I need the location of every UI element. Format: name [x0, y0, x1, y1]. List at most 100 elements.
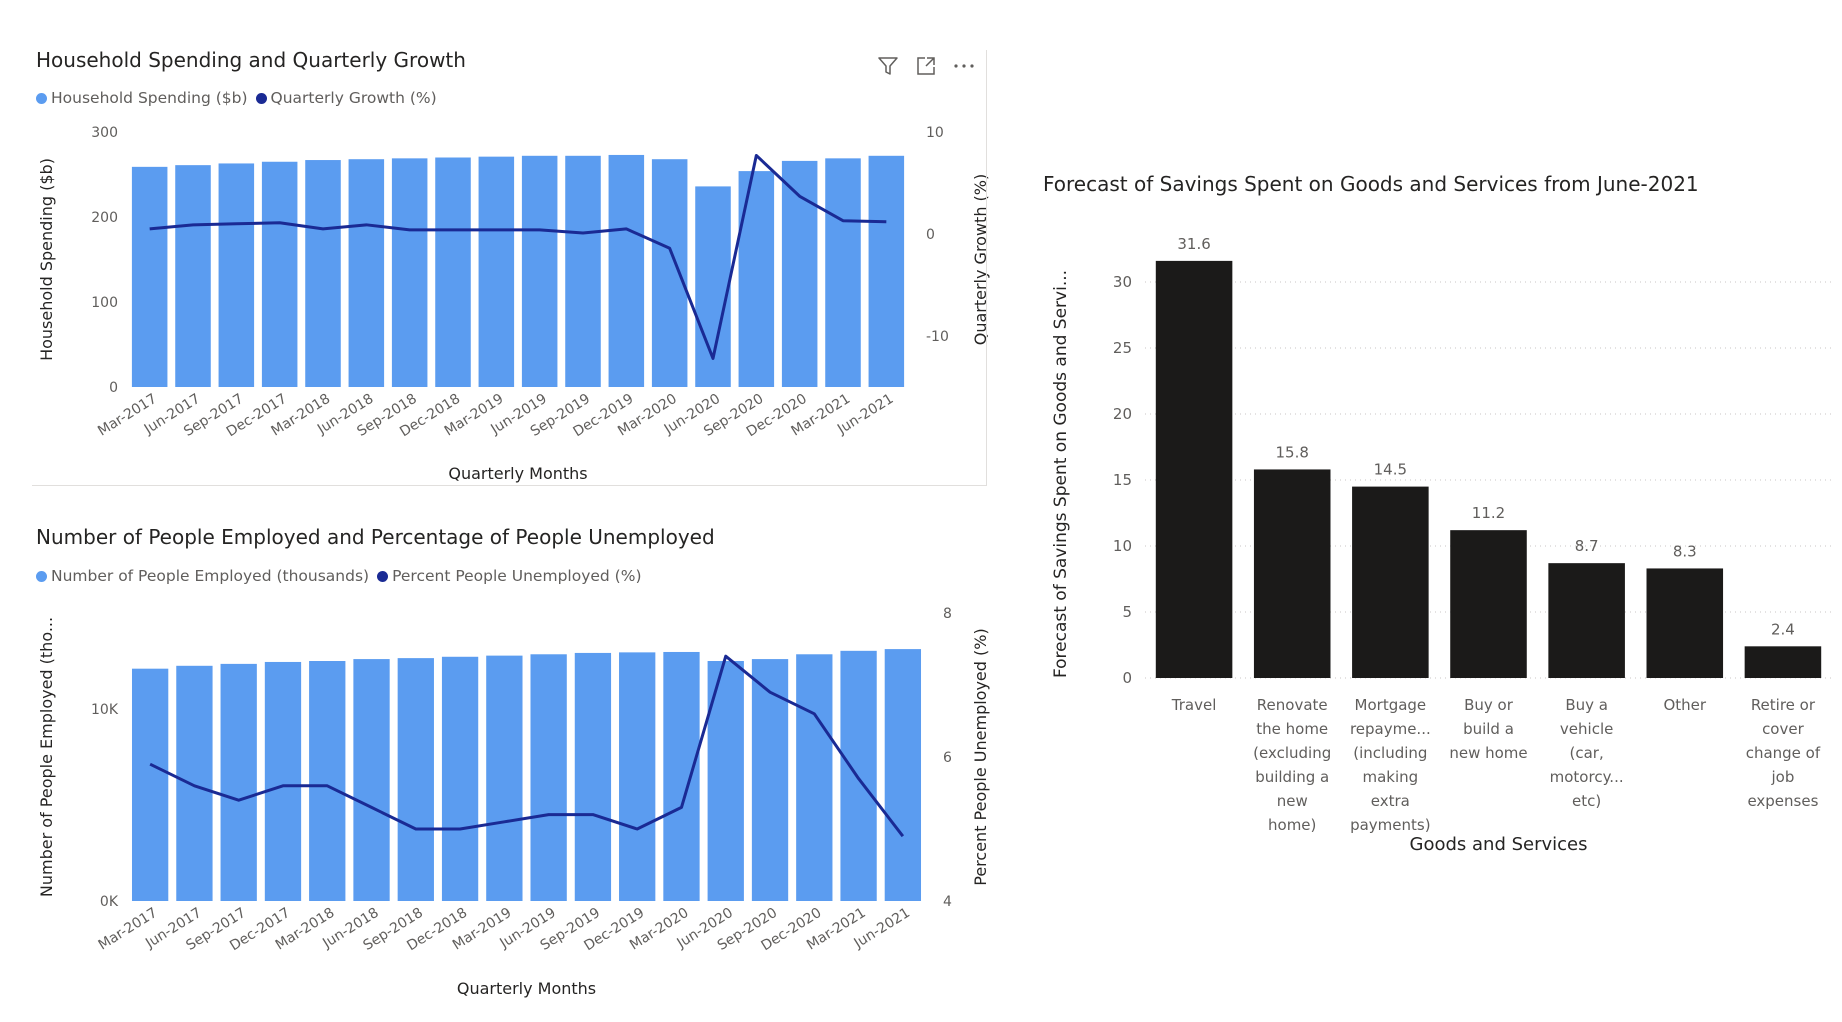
x-tick-label-line: payments)	[1350, 816, 1431, 834]
y-tick-label: 100	[91, 295, 118, 311]
y-tick-label: 15	[1113, 471, 1132, 489]
bar	[478, 156, 515, 387]
data-label: 31.6	[1177, 235, 1210, 253]
x-tick-label-line: Buy or	[1464, 696, 1514, 714]
bar	[619, 652, 656, 901]
chart-legend: Household Spending ($b) Quarterly Growth…	[36, 89, 445, 107]
x-tick-label-line: etc)	[1572, 792, 1601, 810]
x-axis-title: Quarterly Months	[448, 464, 587, 483]
y-tick-label: 25	[1113, 339, 1132, 357]
bar	[663, 651, 700, 901]
bar-chart-savings: 0 5 10 15 20 25 30 31.6 Travel 15.8 Renovate the ho…	[1051, 235, 1832, 855]
chart-title: Number of People Employed and Percentage…	[36, 525, 715, 549]
series-line	[149, 153, 887, 360]
x-axis-title: Goods and Services	[1410, 834, 1588, 855]
legend-label: Percent People Unemployed (%)	[392, 567, 642, 585]
legend-marker	[377, 570, 389, 582]
y-axis-title: Number of People Employed (tho...	[37, 617, 56, 897]
x-tick-label-line: Buy a	[1565, 696, 1608, 714]
x-tick-label: Buy a vehicle (car, motorcy... etc)	[1550, 696, 1624, 810]
bar	[825, 158, 861, 387]
y-tick-label: 0	[1122, 669, 1132, 687]
x-tick-label-line: job	[1770, 768, 1794, 786]
more-options-icon[interactable]	[953, 55, 974, 75]
y-tick-label: 200	[91, 210, 118, 226]
x-tick-label-line: build a	[1463, 720, 1514, 738]
bar	[176, 665, 213, 901]
bar	[1352, 486, 1429, 678]
bar	[1253, 469, 1331, 678]
x-tick-label: Other	[1663, 696, 1706, 714]
legend-item[interactable]: Number of People Employed (thousands)	[36, 567, 369, 585]
chart-title: Household Spending and Quarterly Growth	[36, 48, 466, 72]
y2-tick-label: 6	[943, 750, 952, 766]
bar	[738, 171, 775, 387]
bar	[264, 661, 302, 901]
legend-item[interactable]: Household Spending ($b)	[36, 89, 248, 107]
x-tick-label-line: (excluding	[1253, 744, 1331, 762]
x-tick-label-line: extra	[1371, 792, 1410, 810]
bar	[175, 165, 211, 387]
x-tick-label-line: (car,	[1570, 744, 1604, 762]
x-tick-label-line: change of	[1746, 744, 1821, 762]
filter-icon[interactable]	[877, 55, 898, 75]
combo-chart-spending: 0100200300-10010Mar-2017Jun-2017Sep-2017…	[37, 125, 990, 483]
y-tick-label: 30	[1113, 273, 1132, 291]
x-tick-label-line: cover	[1762, 720, 1805, 738]
y-axis-title: Household Spending ($b)	[37, 158, 56, 361]
legend-label: Number of People Employed (thousands)	[51, 567, 370, 585]
data-label: 8.3	[1673, 542, 1697, 560]
x-tick-label-line: building a	[1255, 768, 1329, 786]
x-tick-label-line: motorcy...	[1550, 768, 1624, 786]
bar	[1155, 260, 1233, 678]
chart-legend: Number of People Employed (thousands) Pe…	[36, 567, 650, 585]
bar	[1744, 646, 1822, 678]
y2-tick-label: -10	[926, 329, 949, 345]
bar	[486, 655, 523, 901]
bar	[608, 154, 645, 387]
x-tick-label-line: vehicle	[1560, 720, 1613, 738]
bar	[565, 155, 601, 387]
bar	[348, 159, 385, 387]
visual-border-right	[986, 50, 987, 486]
bar	[131, 668, 169, 901]
y-tick-label: 0K	[100, 894, 119, 910]
legend-item[interactable]: Quarterly Growth (%)	[255, 89, 437, 107]
bar	[261, 161, 298, 387]
y-axis-title: Forecast of Savings Spent on Goods and S…	[1051, 270, 1071, 678]
y-tick-label: 0	[109, 380, 118, 396]
bar	[840, 650, 877, 901]
x-tick-label-line: Renovate	[1257, 696, 1328, 714]
bar	[521, 155, 558, 387]
bar	[353, 659, 390, 901]
bar	[441, 656, 479, 901]
data-label: 11.2	[1472, 504, 1505, 522]
combo-chart-employment: 0K10K468Mar-2017Jun-2017Sep-2017Dec-2017…	[37, 606, 990, 998]
y-tick-label: 10	[1113, 537, 1132, 555]
x-tick-label-line: repayme...	[1350, 720, 1431, 738]
bar	[868, 155, 905, 387]
y2-axis-title: Percent People Unemployed (%)	[971, 628, 990, 885]
x-tick-label-line: new home	[1449, 744, 1527, 762]
bar	[574, 652, 612, 901]
bar	[1548, 563, 1625, 678]
legend-item[interactable]: Percent People Unemployed (%)	[377, 567, 642, 585]
x-axis-title: Quarterly Months	[457, 979, 596, 998]
bar	[751, 659, 789, 901]
x-tick-label: Buy or build a new home	[1449, 696, 1527, 762]
bar	[309, 661, 346, 901]
y-tick-label: 5	[1122, 603, 1132, 621]
data-label: 8.7	[1575, 537, 1599, 555]
focus-mode-icon[interactable]	[915, 55, 935, 75]
x-tick-label-line: Other	[1663, 696, 1706, 714]
bar	[397, 658, 434, 901]
y2-axis-title: Quarterly Growth (%)	[971, 174, 990, 346]
bar	[1450, 530, 1527, 678]
y2-tick-label: 8	[943, 606, 952, 622]
bar	[220, 663, 257, 901]
bar	[131, 166, 168, 387]
x-tick-label-line: Retire or	[1751, 696, 1816, 714]
x-tick-label-line: new	[1277, 792, 1308, 810]
y2-tick-label: 4	[943, 894, 952, 910]
bar	[305, 160, 341, 387]
